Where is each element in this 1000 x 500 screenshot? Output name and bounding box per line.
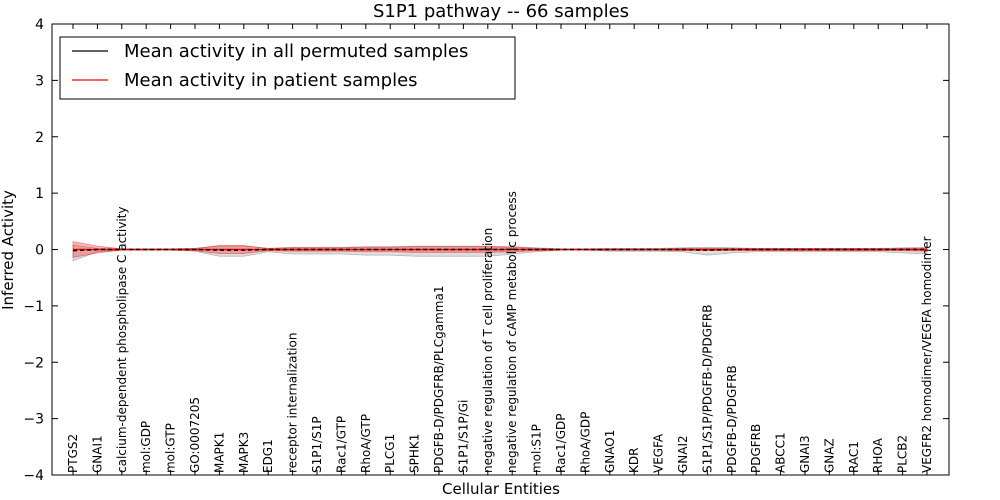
plot-area [72, 241, 928, 262]
x-category-label: GO:0007205 [188, 397, 202, 473]
x-category-label: SPHK1 [408, 434, 422, 473]
y-tick-label: 1 [35, 186, 44, 202]
y-tick-label: −3 [23, 412, 44, 428]
x-category-label: mol:GTP [164, 423, 178, 473]
x-category-label: VEGFA [652, 433, 666, 473]
chart-title: S1P1 pathway -- 66 samples [373, 1, 629, 22]
x-category-label: PDGFRB [749, 424, 763, 473]
y-tick-label: −4 [23, 468, 44, 484]
x-category-label: PLCB2 [896, 435, 910, 473]
x-category-label: RhoA/GDP [578, 412, 592, 473]
x-category-label: MAPK1 [212, 432, 226, 473]
x-category-label: RHOA [871, 437, 885, 473]
x-category-label: GNAI1 [90, 435, 104, 473]
x-category-label: Rac1/GDP [554, 414, 568, 473]
x-category-label: mol:S1P [530, 424, 544, 473]
x-category-label: RAC1 [847, 441, 861, 473]
legend: Mean activity in all permuted samples Mea… [59, 36, 516, 100]
x-category-label: GNAZ [822, 438, 836, 473]
x-category-label: GNAI3 [798, 435, 812, 473]
x-category-label: GNAI2 [676, 435, 690, 473]
x-axis-label: Cellular Entities [442, 480, 560, 498]
legend-label: Mean activity in all permuted samples [124, 41, 468, 62]
x-category-label: negative regulation of T cell proliferat… [481, 228, 495, 473]
x-category-label: EDG1 [261, 439, 275, 473]
series-line [72, 248, 927, 252]
x-category-label: RhoA/GTP [359, 414, 373, 473]
x-category-label: Rac1/GTP [334, 416, 348, 473]
x-axis-categories: PTGS2 GNAI1 calcium-dependent phospholipas… [66, 24, 934, 475]
x-category-label: KDR [627, 448, 641, 473]
x-category-label: negative regulation of cAMP metabolic pr… [505, 191, 519, 473]
y-tick-label: −2 [23, 355, 44, 371]
x-category-label: S1P1/S1P/PDGFB-D/PDGFRB [700, 305, 714, 473]
x-category-label: PLCG1 [383, 434, 397, 473]
x-category-label: VEGFR2 homodimer/VEGFA homodimer [920, 236, 934, 473]
y-tick-label: 4 [35, 17, 44, 33]
x-category-label: receptor internalization [286, 333, 300, 473]
x-category-label: PDGFB-D/PDGFRB [725, 365, 739, 473]
y-tick-label: 3 [35, 73, 44, 89]
x-category-label: calcium-dependent phospholipase C activi… [115, 207, 129, 473]
x-category-label: PDGFB-D/PDGFRB/PLCgamma1 [432, 286, 446, 473]
y-axis: −4 −3 −2 −1 0 1 2 3 4 [23, 17, 949, 484]
x-category-label: ABCC1 [774, 432, 788, 473]
x-category-label: MAPK3 [237, 432, 251, 473]
x-category-label: S1P1/S1P [310, 416, 324, 473]
y-tick-label: −1 [23, 299, 44, 315]
x-category-label: PTGS2 [66, 434, 80, 473]
legend-box [59, 36, 516, 100]
x-category-label: S1P1/S1P/Gi [456, 400, 470, 473]
x-category-label: GNAO1 [603, 430, 617, 473]
y-axis-label: Inferred Activity [0, 190, 17, 310]
x-category-label: mol:GDP [139, 421, 153, 473]
y-tick-label: 2 [35, 130, 44, 146]
y-tick-label: 0 [35, 243, 44, 259]
legend-label: Mean activity in patient samples [124, 70, 418, 91]
